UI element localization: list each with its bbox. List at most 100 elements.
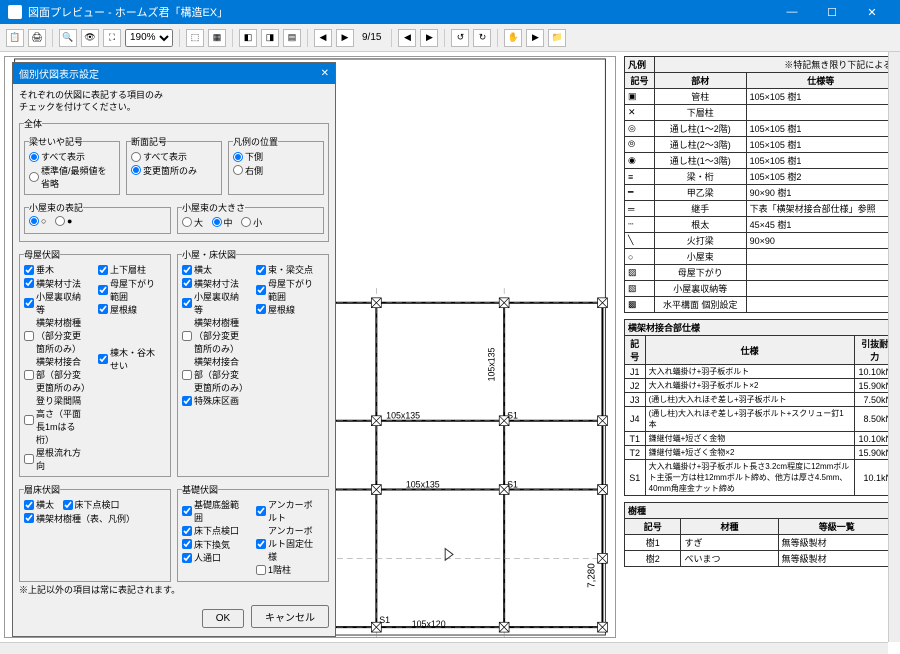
chk[interactable]: アンカーボルト固定仕様 — [256, 524, 318, 563]
radio-size-m[interactable]: 中 — [212, 216, 233, 229]
print-button[interactable]: 🖨 — [28, 29, 46, 47]
cancel-button[interactable]: キャンセル — [251, 605, 329, 628]
toolbar-button[interactable]: ▶ — [420, 29, 438, 47]
dialog-close-button[interactable]: ✕ — [321, 68, 329, 79]
radio-koya-1[interactable]: ○ — [29, 216, 46, 226]
maximize-button[interactable]: ☐ — [812, 0, 852, 24]
zoom-select[interactable]: 190% — [125, 29, 173, 47]
table-row: ┄根太45×45 樹1 — [625, 217, 896, 233]
group-all: 全体 梁せいや記号 すべて表示 標準値/最頻値を省略 断面記号 すべて表示 変更… — [19, 117, 329, 242]
chk[interactable]: 屋根線 — [98, 303, 137, 316]
chk[interactable]: 横太 — [24, 498, 54, 511]
table-row: 樹2べいまつ無等級製材 — [625, 551, 896, 567]
zoom-fit-button[interactable]: ⛶ — [103, 29, 121, 47]
chk[interactable]: 屋根線 — [256, 303, 295, 316]
dialog-note: ※上記以外の項目は常に表記されます。 — [19, 585, 329, 597]
toolbar-button[interactable]: ◨ — [261, 29, 279, 47]
chk[interactable]: 小屋裏収納等 — [182, 290, 244, 316]
chk[interactable]: 人通口 — [182, 551, 221, 564]
chk[interactable]: 横架材樹種（部分変更箇所のみ） — [182, 316, 244, 355]
minimize-button[interactable]: — — [772, 0, 812, 24]
toolbar-button[interactable]: 📋 — [6, 29, 24, 47]
dialog-intro: それぞれの伏図に表記する項目のみ チェックを付けてください。 — [19, 90, 329, 113]
chk[interactable]: 横架材接合部（部分変更箇所のみ） — [182, 355, 244, 394]
chk[interactable]: 床下換気 — [182, 538, 230, 551]
ok-button[interactable]: OK — [202, 609, 244, 628]
vertical-scrollbar[interactable] — [888, 52, 900, 642]
chk[interactable]: 棟木・谷木 せい — [98, 346, 160, 372]
horizontal-scrollbar[interactable] — [0, 642, 888, 654]
toolbar: 📋 🖨 🔍 👁 ⛶ 190% ⬚ ▦ ◧ ◨ ▤ ◀ ▶ 9/15 ◀ ▶ ↺ … — [0, 24, 900, 52]
table-row: ▩水平構面 個別設定 — [625, 297, 896, 313]
legend-table: 凡例※特記無き限り下記による 記号部材仕様等 ▣管柱105×105 樹1✕下層柱… — [624, 56, 896, 313]
toolbar-button[interactable]: 🔍 — [59, 29, 77, 47]
table-row: S1大入れ蟻掛け+羽子板ボルト長さ3.2cm程度に12mmボルト主張一方は柱12… — [625, 460, 896, 496]
close-button[interactable]: ✕ — [852, 0, 892, 24]
table-row: ▧小屋裏収納等 — [625, 281, 896, 297]
radio-koya-2[interactable]: ● — [55, 216, 72, 226]
table-row: ◎通し柱(1～2階)105×105 樹1 — [625, 121, 896, 137]
table-row: ✕下層柱 — [625, 105, 896, 121]
next-page-button[interactable]: ▶ — [336, 29, 354, 47]
radio-beam-std[interactable]: 標準値/最頻値を省略 — [29, 164, 109, 190]
chk[interactable]: 母屋下がり範囲 — [256, 277, 318, 303]
prev-page-button[interactable]: ◀ — [314, 29, 332, 47]
svg-text:S1: S1 — [379, 615, 390, 625]
svg-text:S1: S1 — [507, 480, 518, 490]
svg-text:105x120: 105x120 — [412, 619, 446, 629]
radio-leg-right[interactable]: 右側 — [233, 164, 263, 177]
toolbar-button[interactable]: ↻ — [473, 29, 491, 47]
chk[interactable]: 小屋裏収納等 — [24, 290, 86, 316]
svg-text:7,280: 7,280 — [587, 563, 598, 588]
table-row: ═継手下表「横架材接合部仕様」参照 — [625, 201, 896, 217]
toolbar-button[interactable]: ↺ — [451, 29, 469, 47]
settings-dialog: 個別伏図表示設定 ✕ それぞれの伏図に表記する項目のみ チェックを付けてください… — [12, 62, 336, 637]
radio-size-s[interactable]: 小 — [241, 216, 262, 229]
svg-text:105x135: 105x135 — [406, 480, 440, 490]
page-indicator: 9/15 — [362, 32, 381, 43]
toolbar-button[interactable]: ⬚ — [186, 29, 204, 47]
chk[interactable]: 束・梁交点 — [256, 263, 313, 276]
table-row: ▨母屋下がり — [625, 265, 896, 281]
chk[interactable]: 横架材寸法 — [182, 277, 239, 290]
chk[interactable]: 母屋下がり範囲 — [98, 277, 160, 303]
radio-sec-chg[interactable]: 変更箇所のみ — [131, 164, 197, 177]
chk[interactable]: 横架材樹種（表、凡例） — [24, 512, 135, 525]
toolbar-button[interactable]: ▶ — [526, 29, 544, 47]
wood-table: 樹種 記号材種等級一覧 樹1すぎ無等級製材樹2べいまつ無等級製材 — [624, 502, 896, 567]
table-row: J4(通し柱)大入れほぞ差し+羽子板ボルト+スクリュー釘1本8.50kN — [625, 407, 896, 432]
toolbar-button[interactable]: ◧ — [239, 29, 257, 47]
radio-beam-all[interactable]: すべて表示 — [29, 150, 85, 163]
toolbar-button[interactable]: ◀ — [398, 29, 416, 47]
chk[interactable]: 上下層柱 — [98, 263, 146, 276]
table-row: J1大入れ蟻掛け+羽子板ボルト10.10kN — [625, 365, 896, 379]
radio-sec-all[interactable]: すべて表示 — [131, 150, 187, 163]
radio-leg-bottom[interactable]: 下側 — [233, 150, 263, 163]
table-row: J2大入れ蟻掛け+羽子板ボルト×215.90kN — [625, 379, 896, 393]
toolbar-button[interactable]: ▦ — [208, 29, 226, 47]
svg-text:S1: S1 — [507, 411, 518, 421]
chk[interactable]: 横架材接合部（部分変更箇所のみ） — [24, 355, 86, 394]
chk[interactable]: 横架材樹種（部分変更箇所のみ） — [24, 316, 86, 355]
pan-button[interactable]: ✋ — [504, 29, 522, 47]
chk[interactable]: 床下点検口 — [182, 524, 239, 537]
table-row: ○小屋束 — [625, 249, 896, 265]
chk[interactable]: 横太 — [182, 263, 212, 276]
table-row: ▣管柱105×105 樹1 — [625, 89, 896, 105]
chk[interactable]: 基礎底盤範囲 — [182, 498, 244, 524]
chk[interactable]: アンカーボルト — [256, 498, 318, 524]
chk[interactable]: 1階柱 — [256, 563, 291, 576]
dialog-title-bar[interactable]: 個別伏図表示設定 ✕ — [13, 63, 335, 84]
toolbar-button[interactable]: 📁 — [548, 29, 566, 47]
chk[interactable]: 登り梁間隔高さ（平面長1mはる桁） — [24, 394, 86, 446]
radio-size-l[interactable]: 大 — [182, 216, 203, 229]
chk[interactable]: 横架材寸法 — [24, 277, 81, 290]
toolbar-button[interactable]: ▤ — [283, 29, 301, 47]
chk[interactable]: 床下点検口 — [63, 498, 120, 511]
chk[interactable]: 特殊床区画 — [182, 394, 239, 407]
chk[interactable]: 屋根流れ方向 — [24, 446, 86, 472]
side-panel: 凡例※特記無き限り下記による 記号部材仕様等 ▣管柱105×105 樹1✕下層柱… — [620, 52, 900, 642]
table-row: T1鎌継付蟻+短ざく金物10.10kN — [625, 432, 896, 446]
toolbar-button[interactable]: 👁 — [81, 29, 99, 47]
chk[interactable]: 垂木 — [24, 263, 54, 276]
